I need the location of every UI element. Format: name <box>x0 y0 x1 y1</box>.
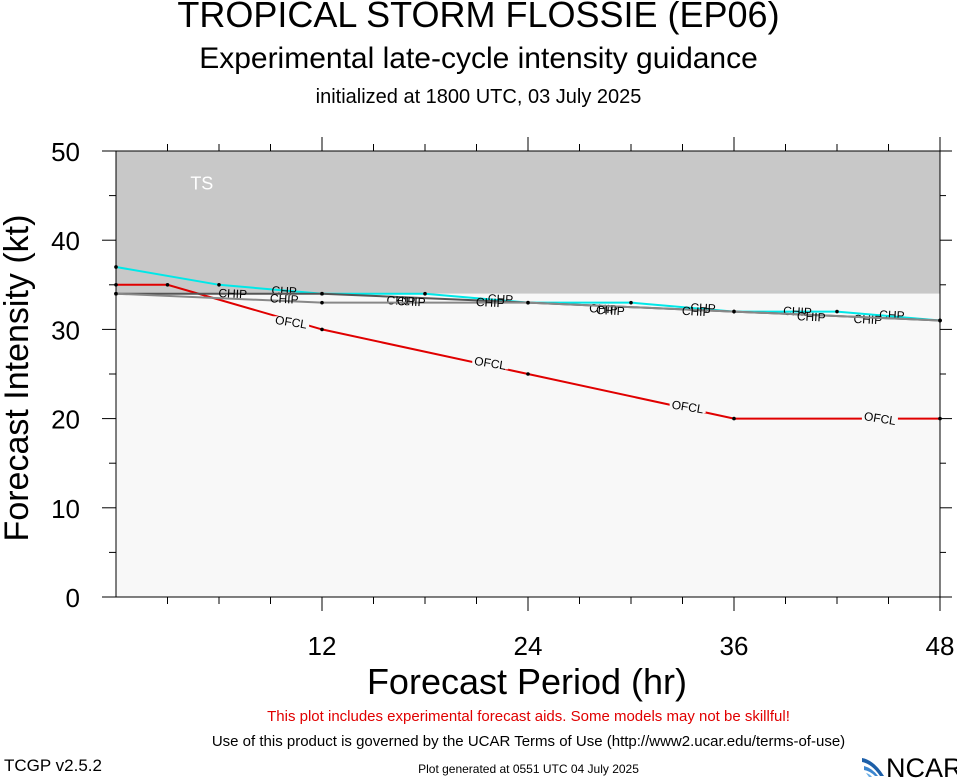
series-label: CHIP <box>386 293 415 308</box>
y-tick-label: 40 <box>51 226 80 256</box>
series-label: CHIP <box>397 294 426 309</box>
series-label-text: OFCL <box>863 409 897 428</box>
x-tick-label: 12 <box>308 631 337 661</box>
chart-subtitle: Experimental late-cycle intensity guidan… <box>199 42 758 75</box>
version-label: TCGP v2.5.2 <box>4 756 102 775</box>
series-label-text: CHIP <box>386 293 415 308</box>
y-tick-label: 10 <box>51 494 80 524</box>
series-label: CHIP <box>853 312 882 327</box>
x-tick-label: 24 <box>514 631 543 661</box>
series-label-text: CHIP <box>397 294 426 309</box>
series-label-text: CHIP <box>270 291 299 306</box>
series-label-bg <box>472 357 509 370</box>
region-band <box>116 151 940 294</box>
series-label-text: CHIP <box>596 303 625 318</box>
series-label-bg <box>669 401 706 414</box>
plot-background: TS <box>116 151 940 597</box>
data-point <box>732 309 736 314</box>
region-band <box>116 293 940 597</box>
data-point <box>423 291 427 296</box>
terms-of-use: Use of this product is governed by the U… <box>211 733 846 750</box>
series-label: OFCL <box>273 313 310 332</box>
y-tick-label: 20 <box>51 405 80 435</box>
series-label-text: CHP <box>271 283 297 298</box>
data-point <box>320 291 324 296</box>
series-label-text: OFCL <box>274 313 308 332</box>
x-tick-label: 48 <box>926 631 955 661</box>
data-point <box>320 300 324 305</box>
series-label: CHIP <box>596 303 625 318</box>
generated-time: Plot generated at 0551 UTC 04 July 2025 <box>418 762 639 776</box>
data-point <box>217 283 221 287</box>
initialization-time: initialized at 1800 UTC, 03 July 2025 <box>315 86 642 108</box>
series-label-text: CHIP <box>853 312 882 327</box>
series-label: CHIP <box>476 295 505 310</box>
series-label: CHIP <box>682 304 711 319</box>
data-point <box>732 416 736 421</box>
y-tick-label: 30 <box>51 315 80 345</box>
series-label: CHP <box>690 300 716 315</box>
y-axis-title: Forecast Intensity (kt) <box>0 215 36 542</box>
data-point <box>526 372 530 376</box>
data-point <box>320 327 324 332</box>
series-label: CHIP <box>797 309 826 324</box>
x-axis-title: Forecast Period (hr) <box>367 661 687 702</box>
data-point <box>526 300 530 305</box>
series-label: OFCL <box>472 354 509 373</box>
y-tick-label: 0 <box>66 583 80 613</box>
series-label-text: CHIP <box>797 309 826 324</box>
x-tick-label: 36 <box>720 631 749 661</box>
series-label-text: CHIP <box>476 295 505 310</box>
series-label-bg <box>273 316 310 329</box>
ncar-logo: NCAR <box>862 753 957 780</box>
series-label-bg <box>861 412 898 425</box>
series-label: OFCL <box>669 398 706 417</box>
ncar-swoosh-icon <box>862 758 884 777</box>
region-label: TS <box>190 173 213 193</box>
series-line <box>116 283 940 420</box>
series-group: OFCLOFCLOFCLOFCLCHPCHPCHPCHPCHIPCHIPCHIP… <box>114 265 942 428</box>
chart-title: TROPICAL STORM FLOSSIE (EP06) <box>177 0 780 35</box>
series-label-text: OFCL <box>671 398 705 417</box>
series-label-text: OFCL <box>473 354 507 373</box>
data-point <box>165 283 170 287</box>
y-tick-label: 50 <box>51 137 80 167</box>
experimental-warning: This plot includes experimental forecast… <box>267 708 790 725</box>
data-point <box>835 309 839 314</box>
series-label: CHP <box>271 283 297 298</box>
axes-group: 0 10 20 30 40 50 12 24 36 48 Forecast Period (hr) F… <box>0 137 954 702</box>
data-point <box>629 300 633 305</box>
series-label: OFCL <box>861 409 898 428</box>
series-label: CHIP <box>270 291 299 306</box>
logo-text: NCAR <box>886 753 957 780</box>
series-label-text: CHIP <box>682 304 711 319</box>
series-label-text: CHP <box>690 300 716 315</box>
